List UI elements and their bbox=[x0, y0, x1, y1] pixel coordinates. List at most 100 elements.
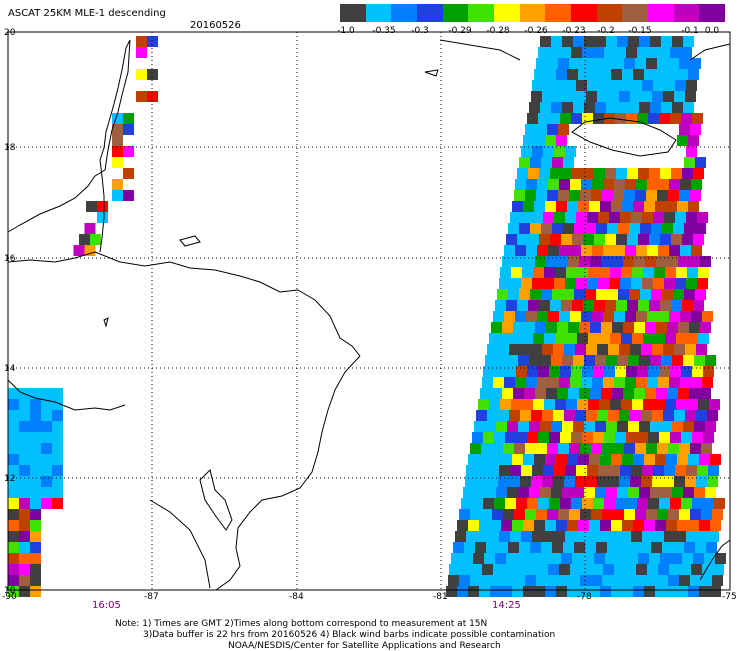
data-cell bbox=[627, 168, 638, 179]
data-cell bbox=[536, 58, 547, 69]
data-cell bbox=[569, 509, 580, 520]
data-cell bbox=[635, 509, 646, 520]
color-scale-label: -0.29 bbox=[448, 26, 472, 36]
data-cell bbox=[593, 366, 604, 377]
data-cell bbox=[546, 388, 557, 399]
data-cell bbox=[514, 190, 525, 201]
data-cell bbox=[580, 509, 591, 520]
data-cell bbox=[41, 388, 52, 399]
data-cell bbox=[551, 36, 562, 47]
data-cell bbox=[616, 234, 627, 245]
data-cell bbox=[657, 190, 668, 201]
data-cell bbox=[528, 553, 539, 564]
data-cell bbox=[605, 234, 616, 245]
data-cell bbox=[540, 487, 551, 498]
data-cell bbox=[527, 366, 538, 377]
data-cell bbox=[663, 91, 674, 102]
data-cell bbox=[112, 179, 123, 190]
data-cell bbox=[483, 366, 494, 377]
data-cell bbox=[622, 520, 633, 531]
data-cell bbox=[679, 190, 690, 201]
data-cell bbox=[453, 542, 464, 553]
data-cell bbox=[585, 289, 596, 300]
data-cell bbox=[688, 586, 699, 597]
data-cell bbox=[629, 542, 640, 553]
data-cell bbox=[642, 212, 653, 223]
data-cell bbox=[600, 586, 611, 597]
data-cell bbox=[568, 322, 579, 333]
data-cell bbox=[112, 113, 123, 124]
data-cell bbox=[603, 311, 614, 322]
data-cell bbox=[475, 542, 486, 553]
data-cell bbox=[561, 300, 572, 311]
data-cell bbox=[575, 91, 586, 102]
data-cell bbox=[593, 47, 604, 58]
data-cell bbox=[638, 168, 649, 179]
data-cell bbox=[569, 575, 580, 586]
data-cell bbox=[611, 69, 622, 80]
data-cell bbox=[522, 399, 533, 410]
data-cell bbox=[593, 113, 604, 124]
data-cell bbox=[8, 509, 19, 520]
data-cell bbox=[676, 399, 687, 410]
data-cell bbox=[574, 223, 585, 234]
data-cell bbox=[531, 410, 542, 421]
data-cell bbox=[512, 201, 523, 212]
data-cell bbox=[567, 520, 578, 531]
data-cell bbox=[30, 498, 41, 509]
data-cell bbox=[557, 256, 568, 267]
data-cell bbox=[468, 520, 479, 531]
data-cell bbox=[573, 36, 584, 47]
data-cell bbox=[648, 47, 659, 58]
data-cell bbox=[542, 344, 553, 355]
data-cell bbox=[632, 333, 643, 344]
data-cell bbox=[560, 432, 571, 443]
data-cell bbox=[552, 542, 563, 553]
data-cell bbox=[556, 201, 567, 212]
data-cell bbox=[666, 520, 677, 531]
data-cell bbox=[112, 146, 123, 157]
data-cell bbox=[497, 289, 508, 300]
data-cell bbox=[612, 256, 623, 267]
data-cell bbox=[8, 553, 19, 564]
data-cell bbox=[52, 432, 63, 443]
data-cell bbox=[608, 476, 619, 487]
data-cell bbox=[701, 575, 712, 586]
data-cell bbox=[537, 311, 548, 322]
data-cell bbox=[624, 575, 635, 586]
data-cell bbox=[629, 223, 640, 234]
data-cell bbox=[647, 311, 658, 322]
color-swatch bbox=[648, 4, 674, 22]
data-cell bbox=[537, 245, 548, 256]
data-cell bbox=[686, 465, 697, 476]
data-cell bbox=[30, 410, 41, 421]
data-cell bbox=[484, 553, 495, 564]
data-cell bbox=[591, 575, 602, 586]
data-cell bbox=[661, 355, 672, 366]
data-cell bbox=[698, 333, 709, 344]
data-cell bbox=[548, 564, 559, 575]
data-cell bbox=[693, 168, 704, 179]
data-cell bbox=[630, 91, 641, 102]
data-cell bbox=[552, 223, 563, 234]
data-cell bbox=[592, 377, 603, 388]
data-cell bbox=[565, 80, 576, 91]
color-scale-label: -0.28 bbox=[486, 26, 510, 36]
data-cell bbox=[8, 465, 19, 476]
data-cell bbox=[136, 47, 147, 58]
data-cell bbox=[575, 476, 586, 487]
data-cell bbox=[583, 168, 594, 179]
data-cell bbox=[501, 520, 512, 531]
data-cell bbox=[687, 333, 698, 344]
data-cell bbox=[610, 399, 621, 410]
data-cell bbox=[705, 487, 716, 498]
data-cell bbox=[547, 575, 558, 586]
data-cell bbox=[676, 333, 687, 344]
data-cell bbox=[572, 168, 583, 179]
data-cell bbox=[19, 454, 30, 465]
data-cell bbox=[696, 344, 707, 355]
data-cell bbox=[650, 487, 661, 498]
data-cell bbox=[673, 542, 684, 553]
data-cell bbox=[602, 443, 613, 454]
data-cell bbox=[598, 278, 609, 289]
